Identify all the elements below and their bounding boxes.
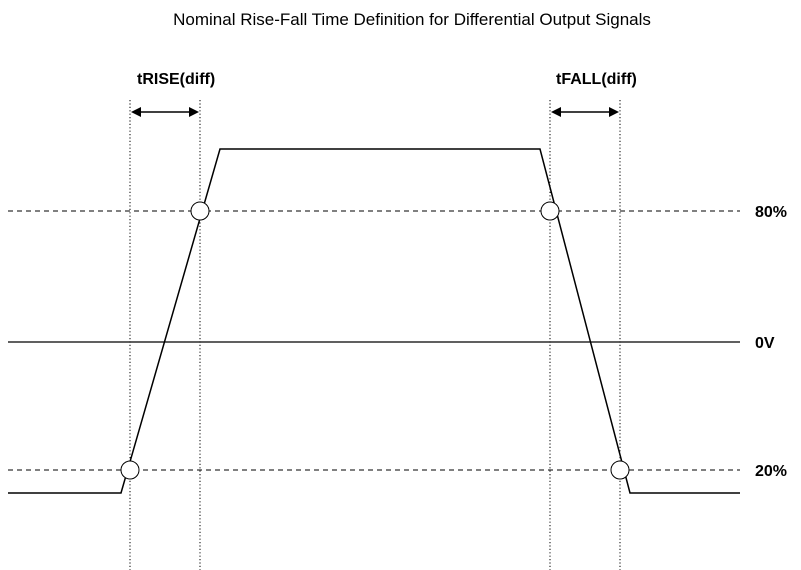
fall-20-marker — [610, 460, 630, 480]
rise-20-marker — [120, 460, 140, 480]
fall-time-label: tFALL(diff) — [556, 71, 637, 88]
diagram-title: Nominal Rise-Fall Time Definition for Di… — [173, 10, 651, 29]
rise-80-marker — [190, 201, 210, 221]
fall-time-arrow — [551, 107, 619, 117]
fall-80-marker — [540, 201, 560, 221]
rise-time-arrow — [131, 107, 199, 117]
level-0v-label: 0V — [755, 335, 775, 352]
rise-time-label: tRISE(diff) — [137, 71, 215, 88]
timing-arrows — [131, 107, 619, 117]
threshold-lines — [8, 210, 740, 471]
level-80-label: 80% — [755, 204, 787, 221]
differential-waveform — [8, 148, 740, 494]
timing-guides — [129, 100, 621, 570]
crossing-markers — [120, 201, 630, 480]
level-20-label: 20% — [755, 463, 787, 480]
